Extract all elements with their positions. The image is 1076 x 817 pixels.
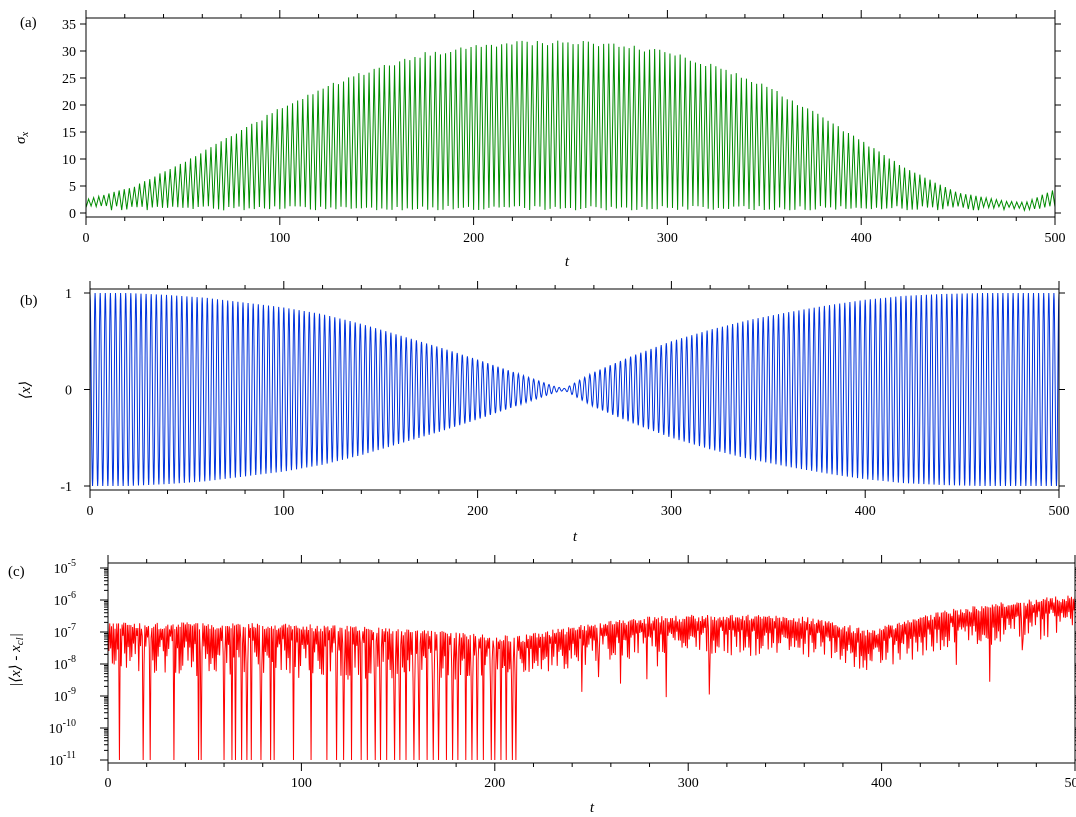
panel-a-xtick-label: 0: [83, 231, 90, 246]
panel-c-ytick-label: 10-6: [54, 590, 76, 609]
panel-a-ytick-label: 20: [62, 99, 76, 114]
panel-a-ytick-label: 30: [62, 45, 76, 60]
panel-a-ylabel: σx: [13, 132, 31, 144]
series-error: [107, 595, 1076, 761]
panel-a-ytick-label: 15: [62, 126, 76, 141]
panel-b-ticks: 0 100 200 300 400 500 -1 0 1: [60, 281, 1070, 519]
panel-c-xtick-label: 500: [1065, 776, 1076, 791]
panel-b-series: [89, 292, 1060, 487]
panel-b-xtick-label: 400: [855, 504, 876, 519]
panel-a-xtick-label: 300: [657, 231, 678, 246]
panel-b: (b) ⟨x⟩ t 0 100 200 300 400 500 -1 0 1: [18, 281, 1070, 545]
panel-b-ytick-label: 1: [65, 287, 72, 302]
panel-a-ticks: 0 100 200 300 400 500 0 5 10 15 20 25 30 35: [62, 10, 1066, 246]
panel-c-series: [107, 595, 1076, 761]
panel-a-xtick-label: 500: [1045, 231, 1066, 246]
panel-c-xtick-label: 0: [105, 776, 112, 791]
panel-c-xtick-label: 400: [871, 776, 892, 791]
panel-a-xtick-label: 400: [851, 231, 872, 246]
panel-b-xtick-label: 0: [87, 504, 94, 519]
panel-c-xtick-label: 100: [291, 776, 312, 791]
panel-c-ytick-label: 10-8: [54, 654, 76, 673]
panel-a-xlabel: t: [565, 254, 570, 270]
panel-b-xtick-label: 200: [467, 504, 488, 519]
panel-b-frame: [89, 288, 1060, 491]
panel-a-series: [85, 40, 1056, 212]
panel-c-ylabel: |⟨x⟩ - xcl|: [8, 633, 26, 687]
panel-c-ytick-label: 10-9: [54, 686, 76, 705]
panel-a-xtick-label: 100: [269, 231, 290, 246]
panel-b-xtick-label: 500: [1049, 504, 1070, 519]
panel-c: (c) |⟨x⟩ - xcl| t 0 100 200 300 400 500 10-11 1…: [8, 555, 1076, 816]
panel-c-frame: [107, 562, 1076, 764]
panel-a-label: (a): [20, 15, 37, 31]
panel-b-xtick-label: 300: [661, 504, 682, 519]
panel-a-ytick-label: 5: [69, 180, 76, 195]
panel-b-label: (b): [20, 293, 38, 309]
panel-a-ytick-label: 35: [62, 18, 76, 33]
panel-b-ytick-label: -1: [60, 480, 72, 495]
panel-c-ytick-label: 10-10: [49, 718, 76, 737]
panel-c-ytick-label: 10-5: [54, 558, 76, 577]
panel-a-ytick-label: 25: [62, 72, 76, 87]
panel-c-ticks: 0 100 200 300 400 500 10-11 10-10 10-9 10-8 10-7 10…: [49, 555, 1076, 791]
panel-c-xtick-label: 200: [484, 776, 505, 791]
panel-c-ytick-label: 10-7: [54, 622, 76, 641]
panel-c-ytick-label: 10-11: [49, 750, 76, 769]
series-mean-x: [89, 292, 1060, 487]
panel-a-xtick-label: 200: [463, 231, 484, 246]
panel-c-xtick-label: 300: [678, 776, 699, 791]
panel-b-ytick-label: 0: [65, 384, 72, 399]
panel-b-xtick-label: 100: [273, 504, 294, 519]
panel-a-ytick-label: 10: [62, 153, 76, 168]
panel-b-ylabel: ⟨x⟩: [18, 381, 34, 399]
panel-a-ytick-label: 0: [69, 207, 76, 222]
panel-c-xlabel: t: [590, 800, 595, 816]
panel-c-label: (c): [8, 564, 25, 580]
panel-a: (a) σx t 0 100 200 300 400 500 0 5 10 15 20 25 30 35: [13, 10, 1066, 270]
panel-b-xlabel: t: [573, 529, 578, 545]
panel-a-frame: [85, 17, 1056, 218]
series-sigma-x: [85, 40, 1056, 212]
